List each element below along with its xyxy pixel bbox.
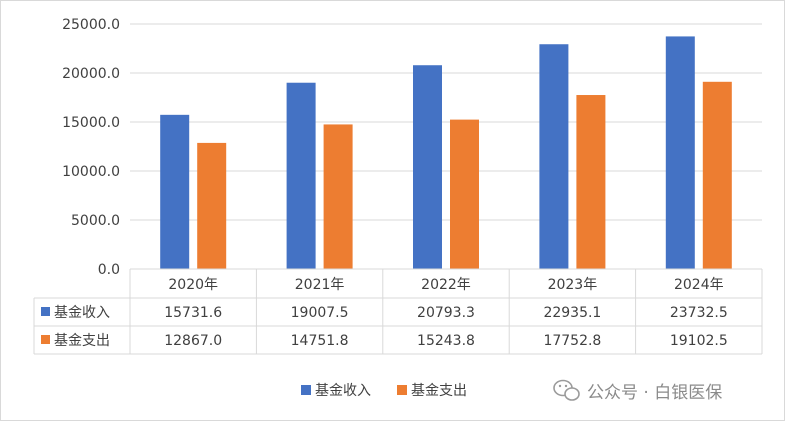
y-tick-label: 15000.0 <box>62 115 120 131</box>
value-cell: 15731.6 <box>164 305 222 321</box>
value-cell: 22935.1 <box>543 305 601 321</box>
category-label: 2023年 <box>548 277 598 293</box>
legend-label: 基金支出 <box>411 382 467 399</box>
bar-expense <box>576 95 606 270</box>
wechat-icon <box>553 379 580 401</box>
value-cell: 12867.0 <box>164 333 222 349</box>
category-label: 2021年 <box>295 277 345 293</box>
value-cell: 14751.8 <box>291 333 349 349</box>
series-name: 基金收入 <box>54 304 110 321</box>
series-key <box>41 335 50 344</box>
category-label: 2022年 <box>421 277 471 293</box>
value-cell: 15243.8 <box>417 333 475 349</box>
value-cell: 17752.8 <box>543 333 601 349</box>
bar-income <box>413 65 442 269</box>
bar-income <box>286 82 316 269</box>
y-tick-label: 10000.0 <box>62 164 120 180</box>
category-label: 2020年 <box>168 277 218 293</box>
y-tick-label: 0.0 <box>98 262 120 278</box>
value-cell: 20793.3 <box>417 305 475 321</box>
watermark: 公众号 · 白银医保 <box>553 379 722 403</box>
category-label: 2024年 <box>674 277 724 293</box>
y-tick-label: 5000.0 <box>71 213 120 229</box>
watermark-text: 公众号 · 白银医保 <box>587 383 722 403</box>
legend-label: 基金收入 <box>315 382 371 399</box>
legend-swatch <box>301 385 311 395</box>
series-name: 基金支出 <box>54 332 110 349</box>
series-key <box>41 307 50 316</box>
legend-swatch <box>397 385 407 395</box>
value-cell: 19007.5 <box>291 305 349 321</box>
bar-expense <box>197 142 227 269</box>
bar-income <box>665 36 695 269</box>
bar-income <box>160 114 190 269</box>
bar-expense <box>702 81 732 269</box>
value-cell: 19102.5 <box>670 333 728 349</box>
bar-expense <box>323 124 353 269</box>
y-tick-label: 20000.0 <box>62 66 120 82</box>
y-tick-label: 25000.0 <box>62 17 120 33</box>
bar-income <box>539 44 569 269</box>
value-cell: 23732.5 <box>670 305 728 321</box>
bar-expense <box>450 119 479 269</box>
